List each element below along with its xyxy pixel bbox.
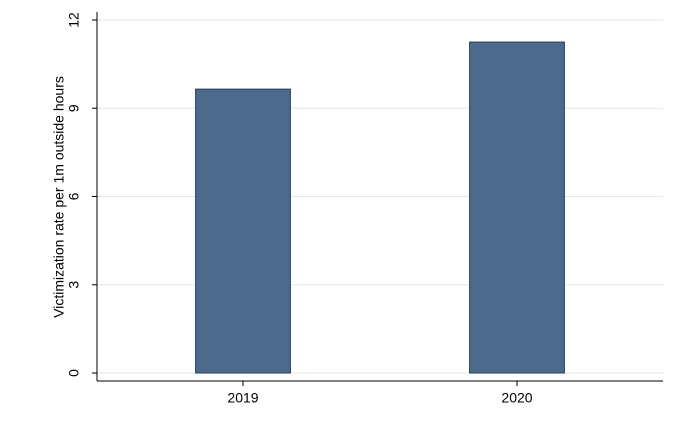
bar — [469, 41, 565, 374]
y-tick-label: 6 — [66, 192, 82, 200]
y-tick-label: 0 — [66, 369, 82, 377]
x-tick-label: 2019 — [227, 390, 258, 406]
y-tick-label: 9 — [66, 104, 82, 112]
y-tick-label: 12 — [66, 12, 82, 28]
y-tick-label: 3 — [66, 281, 82, 289]
x-tick-label: 2020 — [501, 390, 532, 406]
y-axis-label: Victimization rate per 1m outside hours — [51, 76, 67, 318]
bar — [195, 88, 291, 374]
